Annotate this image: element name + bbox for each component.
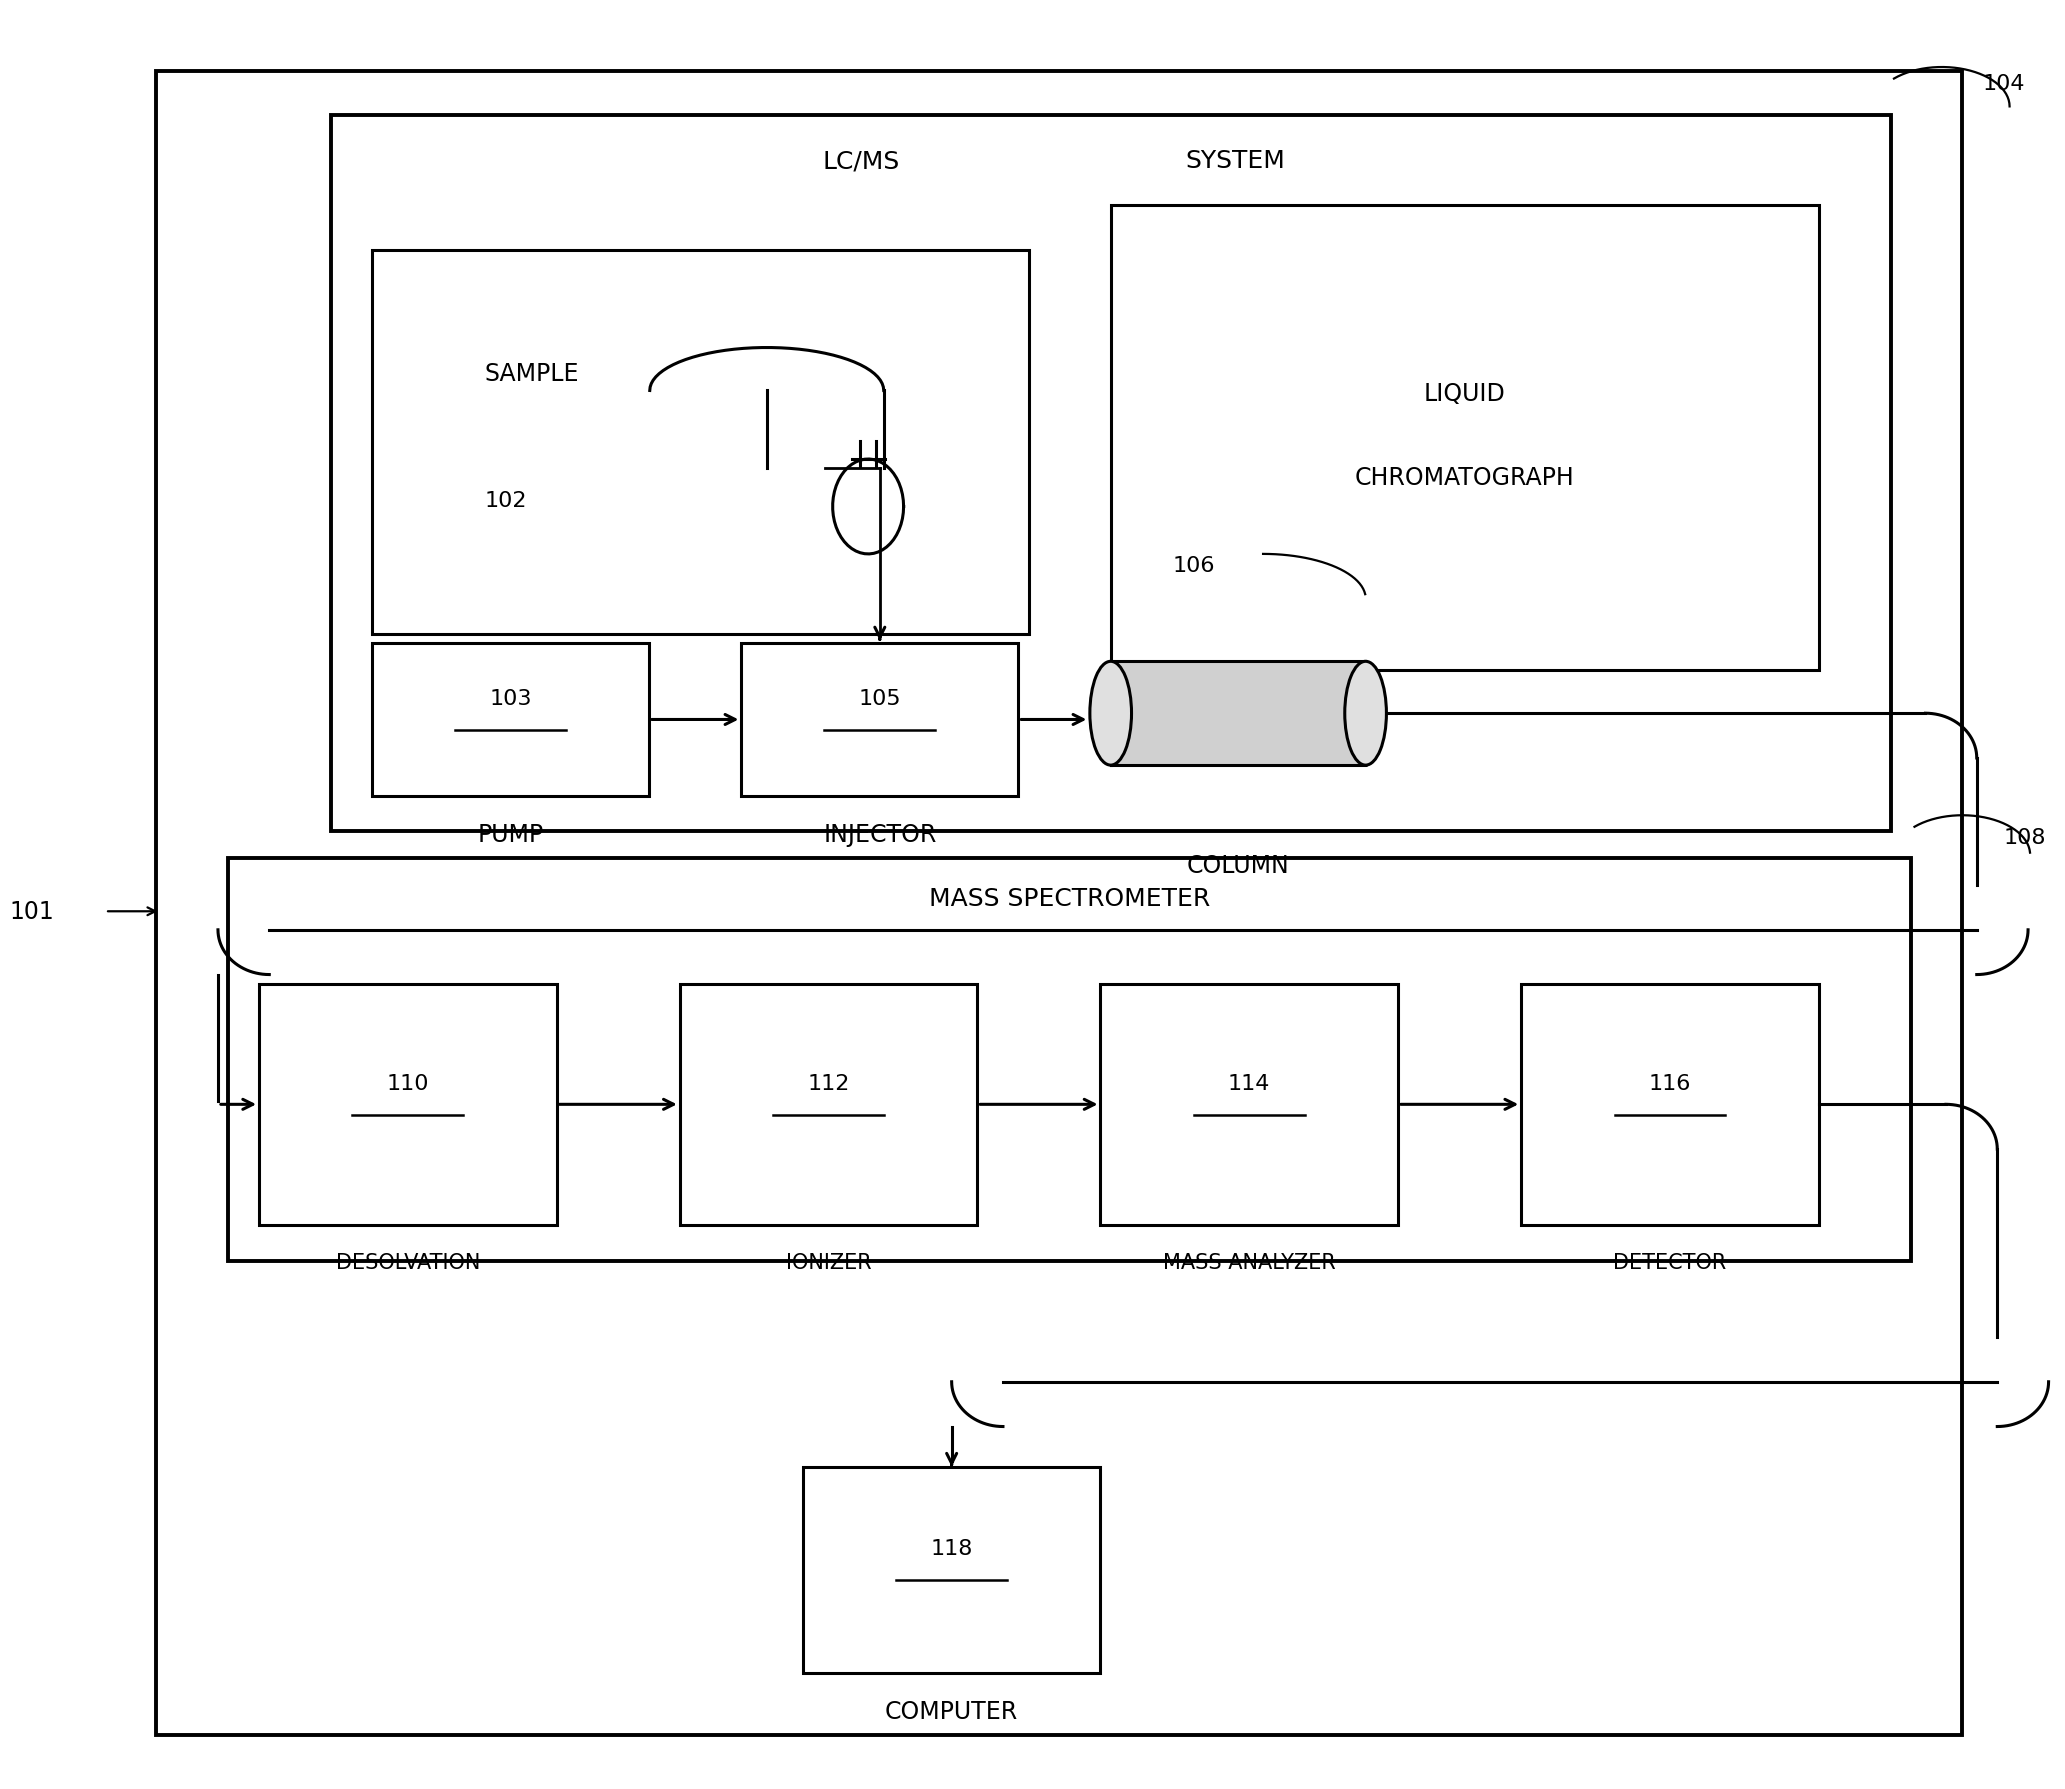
- Text: PUMP: PUMP: [477, 823, 543, 846]
- Bar: [803, 1467, 1101, 1673]
- Text: CHROMATOGRAPH: CHROMATOGRAPH: [1355, 465, 1576, 490]
- Bar: [157, 72, 1962, 1735]
- Bar: [229, 859, 1910, 1261]
- Ellipse shape: [1090, 662, 1132, 766]
- Text: 118: 118: [931, 1539, 973, 1558]
- Bar: [1101, 984, 1398, 1225]
- Bar: [1522, 984, 1819, 1225]
- Text: 102: 102: [485, 490, 527, 510]
- Text: 105: 105: [859, 689, 900, 708]
- Text: 112: 112: [807, 1073, 849, 1093]
- Text: COMPUTER: COMPUTER: [886, 1700, 1018, 1723]
- Polygon shape: [1111, 662, 1365, 766]
- Text: 108: 108: [2003, 827, 2046, 848]
- Text: MASS SPECTROMETER: MASS SPECTROMETER: [929, 886, 1210, 911]
- Bar: [372, 250, 1028, 635]
- Text: IONIZER: IONIZER: [785, 1252, 871, 1272]
- Bar: [258, 984, 558, 1225]
- Text: INJECTOR: INJECTOR: [824, 823, 938, 846]
- Ellipse shape: [1344, 662, 1386, 766]
- Text: MASS ANALYZER: MASS ANALYZER: [1163, 1252, 1336, 1272]
- Text: 106: 106: [1173, 556, 1214, 576]
- Text: SYSTEM: SYSTEM: [1185, 148, 1284, 174]
- Bar: [741, 644, 1018, 796]
- Text: 103: 103: [489, 689, 531, 708]
- Text: DESOLVATION: DESOLVATION: [337, 1252, 479, 1272]
- Text: COLUMN: COLUMN: [1187, 853, 1289, 877]
- Bar: [1111, 206, 1819, 671]
- Text: 104: 104: [1982, 73, 2026, 95]
- Text: LIQUID: LIQUID: [1425, 381, 1505, 406]
- Bar: [330, 116, 1892, 832]
- Text: 101: 101: [8, 900, 54, 923]
- Text: 114: 114: [1229, 1073, 1270, 1093]
- Text: SAMPLE: SAMPLE: [485, 361, 580, 386]
- Text: DETECTOR: DETECTOR: [1613, 1252, 1726, 1272]
- Text: 116: 116: [1648, 1073, 1691, 1093]
- Bar: [679, 984, 977, 1225]
- Bar: [372, 644, 648, 796]
- Text: LC/MS: LC/MS: [822, 148, 900, 174]
- Text: 110: 110: [386, 1073, 430, 1093]
